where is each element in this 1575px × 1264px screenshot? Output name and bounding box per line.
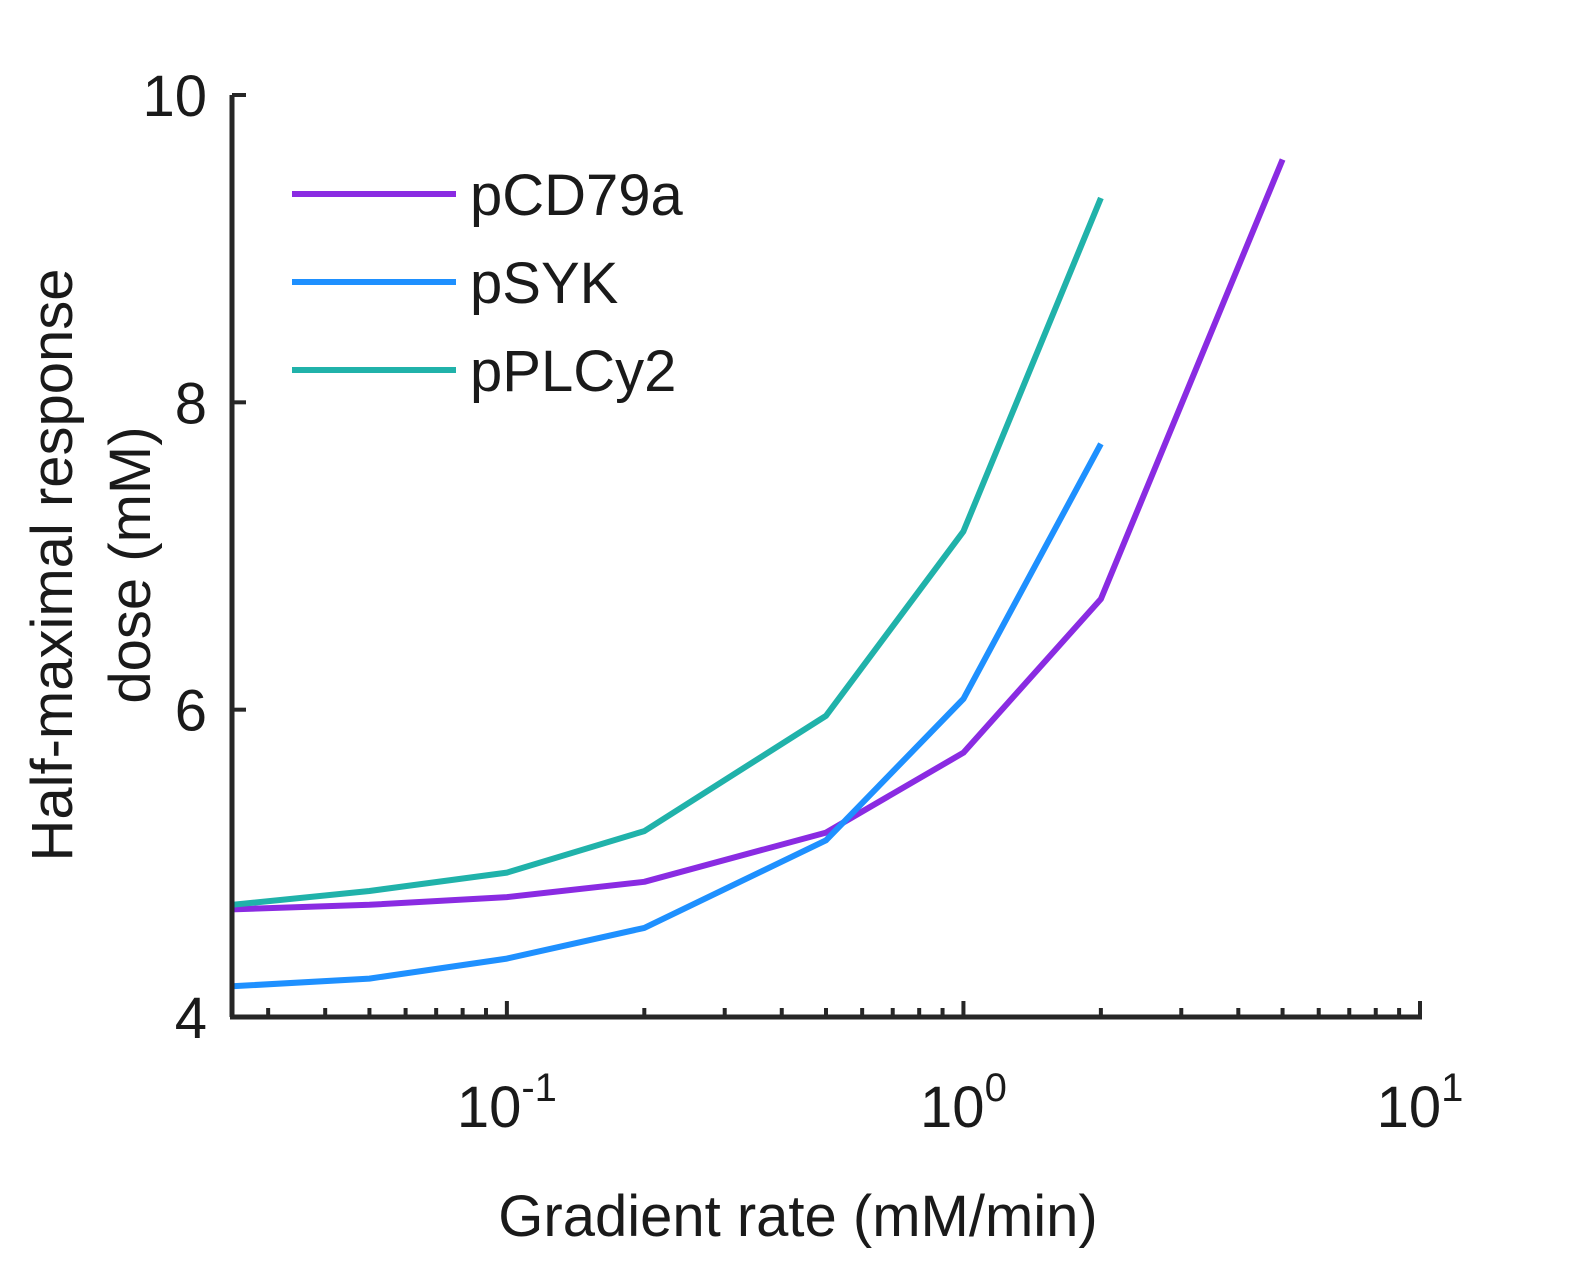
legend: pCD79a pSYK pPLCy2 [292, 163, 684, 404]
y-tick-labels: 4 6 8 10 [142, 64, 207, 1051]
series-line-pcd79a [231, 158, 1286, 913]
y-tick-label: 8 [175, 371, 207, 436]
x-axis-label: Gradient rate (mM/min) [498, 1184, 1097, 1249]
y-axis-label: Half-maximal response dose (mM) [20, 268, 163, 861]
x-tick-label: 101 [1377, 1066, 1464, 1140]
series-lines [231, 158, 1286, 990]
legend-label: pSYK [470, 251, 619, 316]
x-tick-label: 100 [920, 1066, 1007, 1140]
y-tick-label: 10 [142, 64, 207, 129]
y-axis-label-line-1: Half-maximal response [20, 268, 85, 861]
y-tick-label: 4 [175, 986, 207, 1051]
series-line-pplcy2 [231, 196, 1104, 908]
x-tick-label: 10-1 [457, 1066, 557, 1140]
legend-label: pCD79a [470, 163, 684, 228]
series-line-psyk [231, 442, 1104, 990]
legend-label: pPLCy2 [470, 339, 676, 404]
y-tick-label: 6 [175, 679, 207, 744]
y-axis-label-line-2: dose (mM) [98, 426, 163, 703]
tick-marks [232, 93, 1422, 1019]
x-tick-labels: 10-1 100 101 [457, 1066, 1464, 1140]
